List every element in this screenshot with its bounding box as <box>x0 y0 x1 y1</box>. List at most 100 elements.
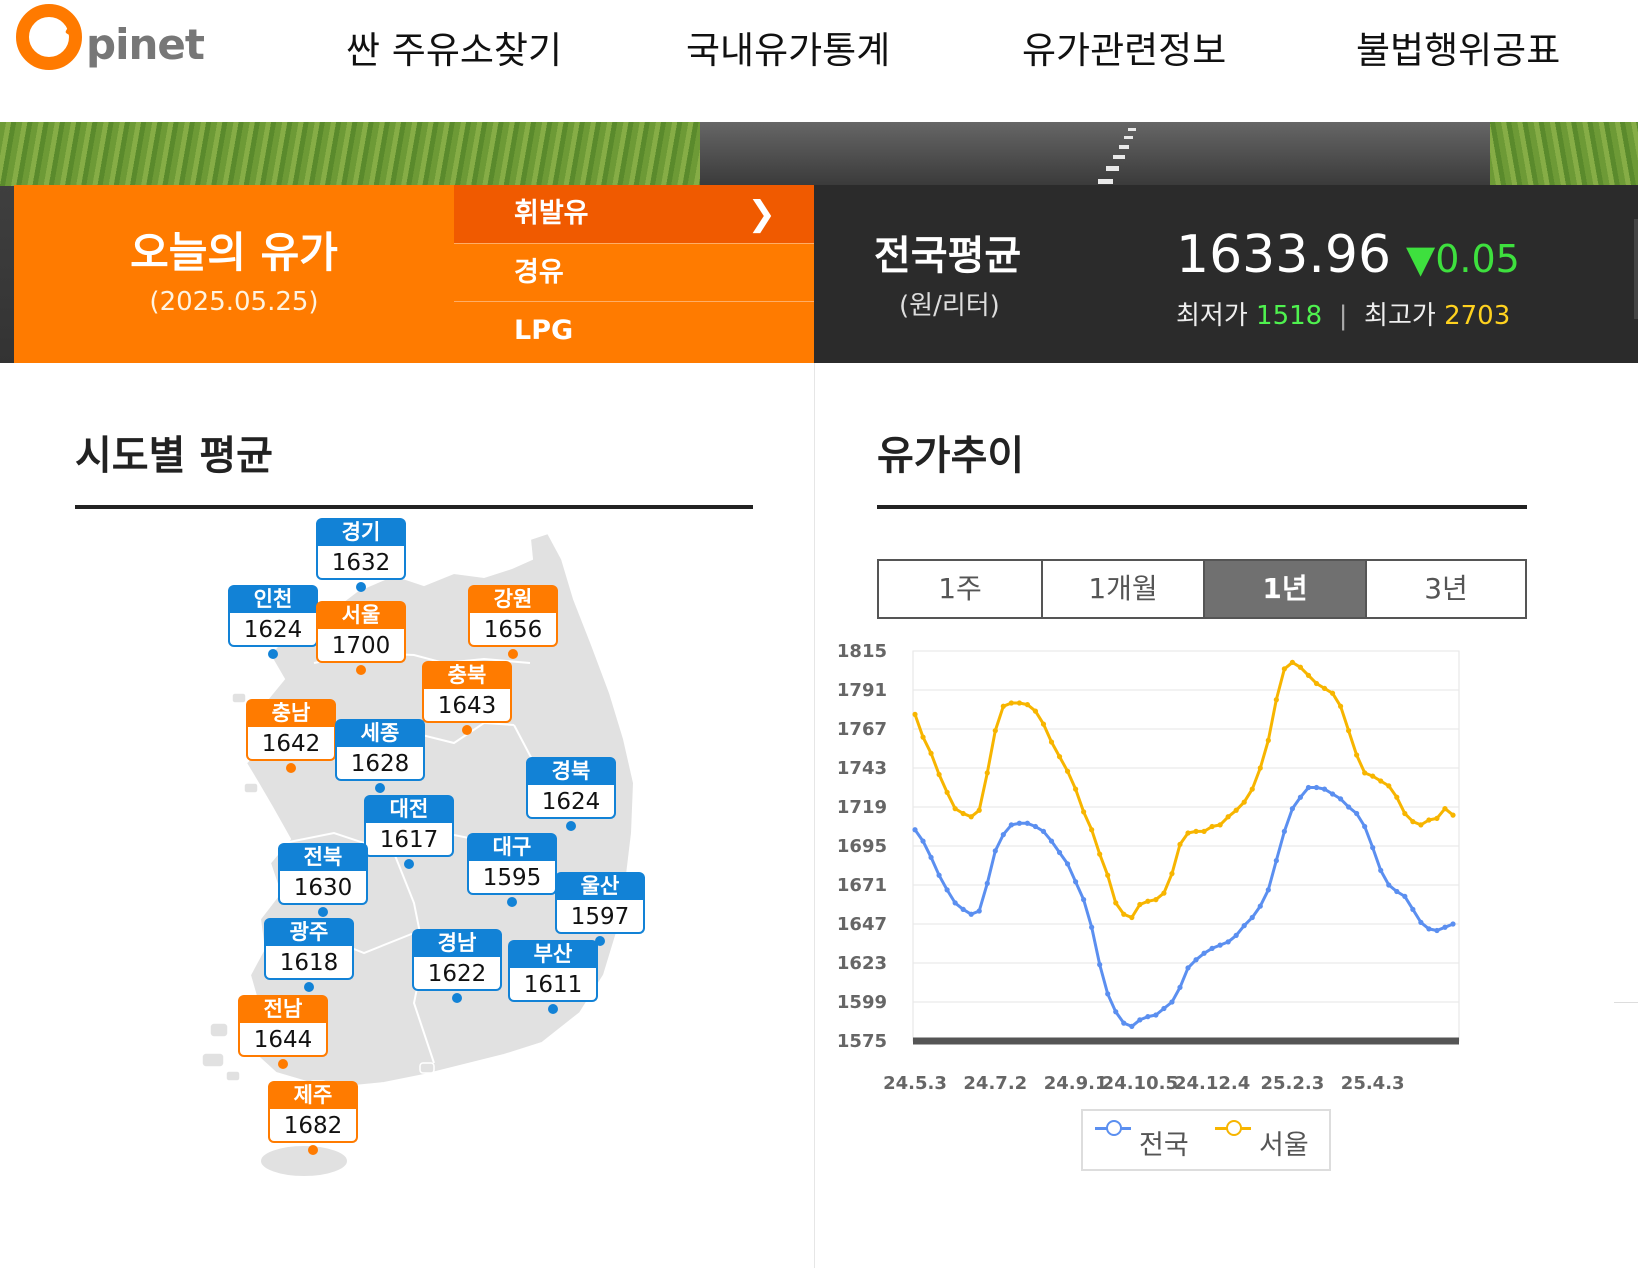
data-point <box>944 789 950 795</box>
legend-seoul[interactable]: 서울 <box>1259 1130 1309 1161</box>
region-badge-인천[interactable]: 인천 1624 <box>228 585 318 659</box>
y-tick-label: 1695 <box>837 836 887 857</box>
x-tick-label: 25.2.3 <box>1261 1073 1325 1094</box>
y-tick-label: 1719 <box>837 797 887 818</box>
data-point <box>1217 942 1223 948</box>
data-point <box>1402 810 1408 817</box>
fuel-lpg[interactable]: LPG <box>454 301 814 363</box>
logo-text: pinet <box>86 20 205 69</box>
region-badge-경북[interactable]: 경북 1624 <box>526 757 616 831</box>
data-point <box>1113 1009 1119 1015</box>
data-point <box>992 848 998 854</box>
region-badge-광주[interactable]: 광주 1618 <box>264 918 354 992</box>
road-dash <box>1106 166 1119 171</box>
region-name: 경기 <box>316 518 406 546</box>
region-marker-dot <box>462 725 472 735</box>
y-tick-label: 1599 <box>837 992 887 1013</box>
min-max-separator: | <box>1338 301 1348 331</box>
chart-legend: 전국 서울 <box>1081 1109 1331 1171</box>
data-point <box>1426 926 1432 932</box>
data-point <box>1346 804 1352 810</box>
road-dash <box>1128 128 1136 131</box>
nav-illegal-disclosure[interactable]: 불법행위공표 <box>1356 29 1561 72</box>
banner-grass-right <box>1490 122 1638 186</box>
y-tick-label: 1575 <box>837 1031 887 1052</box>
tab-1-month[interactable]: 1개월 <box>1041 561 1203 617</box>
tab-1-year[interactable]: 1년 <box>1203 561 1365 617</box>
data-point <box>1442 806 1448 812</box>
region-badge-세종[interactable]: 세종 1628 <box>335 719 425 793</box>
tab-3-years[interactable]: 3년 <box>1365 561 1525 617</box>
data-point <box>1153 1012 1159 1018</box>
region-name: 전남 <box>238 995 328 1023</box>
region-badge-경기[interactable]: 경기 1632 <box>316 518 406 592</box>
data-point <box>912 711 918 717</box>
tab-1-week[interactable]: 1주 <box>879 561 1041 617</box>
data-point <box>1153 897 1159 903</box>
legend-national[interactable]: 전국 <box>1139 1130 1189 1161</box>
data-point <box>1177 841 1183 847</box>
price-trend-chart: 1815 1791 1767 1743 1719 1695 1671 1647 1623 1599… <box>837 641 1460 1094</box>
data-point <box>1137 901 1143 908</box>
data-point <box>1105 991 1111 997</box>
region-marker-dot <box>278 1059 288 1069</box>
region-price: 1624 <box>228 613 318 647</box>
region-badge-울산[interactable]: 울산 1597 <box>555 872 645 946</box>
data-point <box>1145 1014 1151 1020</box>
region-badge-충남[interactable]: 충남 1642 <box>246 699 336 773</box>
region-name: 경남 <box>412 929 502 957</box>
data-point <box>1121 911 1127 917</box>
data-point <box>1450 921 1456 927</box>
fuel-gasoline[interactable]: 휘발유 ❯ <box>454 185 814 243</box>
y-tick-label: 1791 <box>837 680 887 701</box>
data-point <box>976 807 982 813</box>
data-point <box>1386 882 1392 888</box>
nav-cheap-station[interactable]: 싼 주유소찾기 <box>346 29 563 72</box>
region-badge-서울[interactable]: 서울 1700 <box>316 601 406 675</box>
data-point <box>1354 752 1360 758</box>
region-name: 세종 <box>335 719 425 747</box>
data-point <box>936 872 942 878</box>
region-marker-dot <box>508 649 518 659</box>
region-marker-dot <box>548 1004 558 1014</box>
region-name: 대구 <box>467 833 557 861</box>
region-badge-제주[interactable]: 제주 1682 <box>268 1081 358 1155</box>
national-average-unit: (원/리터) <box>899 291 1000 321</box>
region-badge-대전[interactable]: 대전 1617 <box>364 795 454 869</box>
region-badge-경남[interactable]: 경남 1622 <box>412 929 502 1003</box>
region-name: 경북 <box>526 757 616 785</box>
trend-title-underline <box>877 505 1527 509</box>
data-point <box>1249 786 1255 792</box>
region-name: 전북 <box>278 843 368 871</box>
data-point <box>1000 832 1006 838</box>
region-badge-강원[interactable]: 강원 1656 <box>468 585 558 659</box>
data-point <box>1089 827 1095 833</box>
fuel-diesel-label: 경유 <box>514 257 564 288</box>
region-marker-dot <box>566 821 576 831</box>
region-badge-전북[interactable]: 전북 1630 <box>278 843 368 917</box>
fuel-diesel[interactable]: 경유 <box>454 243 814 301</box>
data-point <box>1450 812 1456 818</box>
y-tick-label: 1671 <box>837 875 887 896</box>
region-badge-충북[interactable]: 충북 1643 <box>422 661 512 735</box>
data-point <box>1426 817 1432 823</box>
data-point <box>1370 845 1376 851</box>
region-badge-전남[interactable]: 전남 1644 <box>238 995 328 1069</box>
data-point <box>1072 879 1079 885</box>
region-price: 1643 <box>422 689 512 723</box>
region-badge-부산[interactable]: 부산 1611 <box>508 940 598 1014</box>
x-tick-label: 25.4.3 <box>1341 1073 1405 1094</box>
nav-oil-info[interactable]: 유가관련정보 <box>1022 29 1227 72</box>
region-badge-대구[interactable]: 대구 1595 <box>467 833 557 907</box>
data-point <box>912 827 918 833</box>
region-marker-dot <box>507 897 517 907</box>
data-point <box>1362 770 1368 776</box>
today-date: (2025.05.25) <box>149 287 319 317</box>
nav-domestic-stats[interactable]: 국내유가통계 <box>686 29 891 72</box>
x-tick-label: 24.10.5 <box>1102 1073 1178 1094</box>
region-price: 1656 <box>468 613 558 647</box>
y-tick-label: 1743 <box>837 758 887 779</box>
data-point <box>920 734 926 740</box>
region-name: 충북 <box>422 661 512 689</box>
data-point <box>1056 849 1063 856</box>
